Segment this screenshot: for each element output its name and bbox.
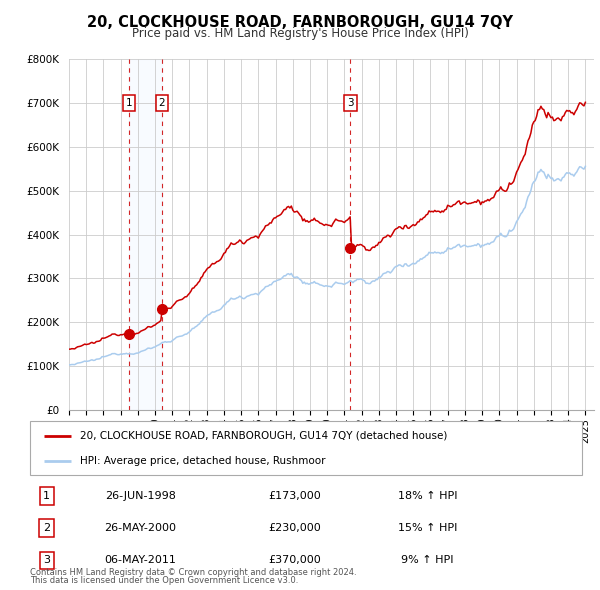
Bar	[129, 59, 162, 410]
Text: Price paid vs. HM Land Registry's House Price Index (HPI): Price paid vs. HM Land Registry's House …	[131, 27, 469, 40]
Text: 26-MAY-2000: 26-MAY-2000	[104, 523, 176, 533]
Text: 2: 2	[43, 523, 50, 533]
Text: 15% ↑ HPI: 15% ↑ HPI	[398, 523, 457, 533]
Text: £173,000: £173,000	[269, 491, 322, 501]
Text: 3: 3	[347, 98, 354, 108]
Text: 20, CLOCKHOUSE ROAD, FARNBOROUGH, GU14 7QY: 20, CLOCKHOUSE ROAD, FARNBOROUGH, GU14 7…	[87, 15, 513, 30]
Text: 20, CLOCKHOUSE ROAD, FARNBOROUGH, GU14 7QY (detached house): 20, CLOCKHOUSE ROAD, FARNBOROUGH, GU14 7…	[80, 431, 447, 441]
Text: 26-JUN-1998: 26-JUN-1998	[105, 491, 176, 501]
FancyBboxPatch shape	[30, 421, 582, 475]
Text: 1: 1	[125, 98, 132, 108]
Text: 9% ↑ HPI: 9% ↑ HPI	[401, 555, 454, 565]
Text: Contains HM Land Registry data © Crown copyright and database right 2024.: Contains HM Land Registry data © Crown c…	[30, 568, 356, 577]
Text: £230,000: £230,000	[269, 523, 322, 533]
Text: 1: 1	[43, 491, 50, 501]
Text: 18% ↑ HPI: 18% ↑ HPI	[398, 491, 457, 501]
Text: 3: 3	[43, 555, 50, 565]
Text: £370,000: £370,000	[269, 555, 322, 565]
Text: HPI: Average price, detached house, Rushmoor: HPI: Average price, detached house, Rush…	[80, 457, 325, 466]
Text: 06-MAY-2011: 06-MAY-2011	[104, 555, 176, 565]
Text: 2: 2	[158, 98, 165, 108]
Text: This data is licensed under the Open Government Licence v3.0.: This data is licensed under the Open Gov…	[30, 576, 298, 585]
